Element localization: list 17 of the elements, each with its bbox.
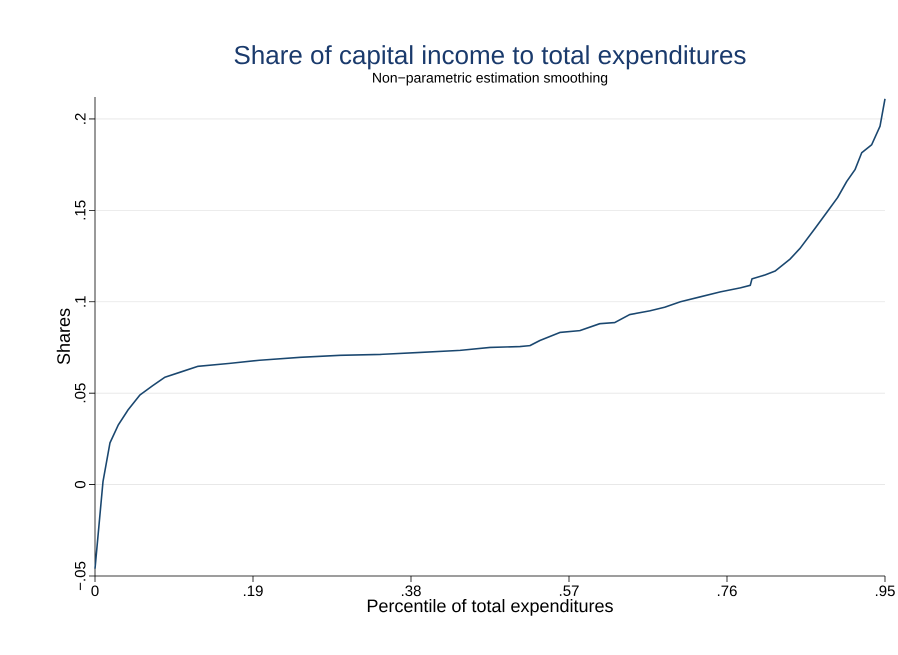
x-axis-title: Percentile of total expenditures xyxy=(368,599,613,616)
y-tick-label: .05 xyxy=(74,383,86,402)
y-tick-label: .15 xyxy=(75,200,86,220)
x-tick-label: 0 xyxy=(91,586,99,596)
x-tick-label: .95 xyxy=(876,586,895,596)
y-tick-label: .2 xyxy=(74,113,86,124)
line-series xyxy=(94,98,886,570)
y-tick-label: 0 xyxy=(74,481,86,488)
chart-subtitle: Non−parametric estimation smoothing xyxy=(373,72,608,86)
x-tick-label: .38 xyxy=(402,586,421,596)
y-axis-title: Shares xyxy=(56,308,70,364)
y-tick-label: .1 xyxy=(75,296,86,307)
x-tick-label: .19 xyxy=(244,586,263,596)
y-tick-label: −.05 xyxy=(74,562,86,590)
chart-title: Share of capital income to total expenditures xyxy=(234,45,746,70)
x-tick-label: .57 xyxy=(560,586,579,596)
x-tick-label: .76 xyxy=(718,586,737,596)
